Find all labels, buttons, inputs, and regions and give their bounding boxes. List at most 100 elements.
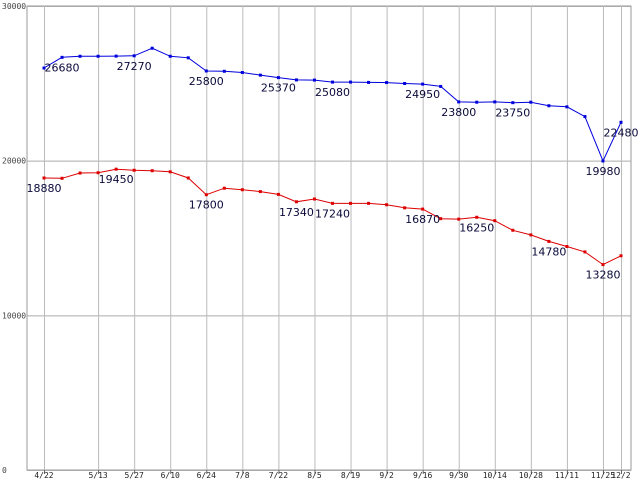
data-label: 25800 (189, 75, 224, 88)
data-point (547, 239, 551, 243)
data-point (367, 201, 371, 205)
data-point (619, 254, 623, 258)
data-point (276, 76, 280, 80)
data-point (42, 66, 46, 70)
data-point (421, 82, 425, 86)
data-point (132, 168, 136, 172)
data-point (204, 193, 208, 197)
data-label: 26680 (45, 61, 80, 74)
data-point (385, 81, 389, 85)
data-label: 17340 (279, 206, 314, 219)
data-point (439, 84, 443, 88)
data-point (457, 100, 461, 104)
data-point (511, 228, 515, 232)
data-point (258, 190, 262, 194)
x-tick-label: 8/5 (307, 471, 322, 480)
data-point (312, 197, 316, 201)
data-label: 17800 (189, 199, 224, 212)
data-point (150, 169, 154, 173)
x-tick-label: 4/22 (34, 471, 53, 480)
data-point (331, 80, 334, 84)
data-point (385, 203, 389, 207)
data-point (529, 233, 533, 237)
data-point (204, 69, 208, 73)
y-tick-label: 0 (2, 466, 7, 475)
data-point (583, 250, 587, 254)
x-tick-label: 8/19 (341, 471, 360, 480)
data-point (565, 105, 569, 109)
data-point (529, 100, 533, 104)
data-point (96, 54, 100, 58)
data-point (367, 80, 371, 84)
data-point (349, 201, 353, 205)
x-tick-label: 6/10 (161, 471, 180, 480)
data-point (294, 78, 298, 82)
data-point (60, 55, 64, 59)
x-tick-label: 11/11 (555, 471, 579, 480)
x-tick-label: 10/14 (483, 471, 507, 480)
x-tick-label: 5/27 (125, 471, 144, 480)
x-tick-label: 9/16 (413, 471, 432, 480)
data-point (168, 54, 172, 58)
data-point (240, 71, 244, 75)
x-tick-label: 7/8 (235, 471, 250, 480)
data-point (403, 81, 407, 85)
chart-series (42, 46, 623, 267)
data-point (475, 215, 479, 219)
data-label: 17240 (315, 207, 350, 220)
data-point (601, 263, 605, 267)
x-tick-label: 9/30 (449, 471, 468, 480)
data-point (240, 188, 244, 192)
x-tick-label: 6/24 (197, 471, 216, 480)
x-tick-label: 7/22 (269, 471, 288, 480)
data-label: 19450 (99, 173, 134, 186)
data-point (42, 176, 46, 180)
x-tick-label: 12/2 (611, 471, 630, 480)
data-point (294, 200, 298, 204)
x-tick-label: 10/28 (519, 471, 543, 480)
data-point (565, 245, 569, 249)
data-label: 23800 (441, 106, 476, 119)
data-point (222, 69, 226, 73)
data-point (114, 54, 118, 58)
data-point (258, 73, 262, 77)
data-point (78, 171, 82, 175)
data-label: 25370 (261, 82, 296, 95)
data-label: 19980 (585, 165, 620, 178)
data-point (403, 206, 407, 210)
chart-axes: 0 10000 20000 30000 4/22 5/13 5/27 6/10 6/24 7/8 7… (2, 2, 631, 480)
data-label: 16870 (405, 213, 440, 226)
x-tick-label: 11/25 (591, 471, 615, 480)
data-point (421, 207, 425, 211)
data-point (583, 115, 587, 119)
y-tick-label: 20000 (2, 157, 26, 166)
data-label: 18880 (27, 182, 62, 195)
data-label: 27270 (117, 60, 152, 73)
data-point (150, 46, 154, 50)
data-point (547, 104, 551, 108)
data-point (601, 159, 605, 163)
data-point (186, 176, 190, 180)
data-point (331, 201, 334, 205)
data-label: 22480 (604, 126, 639, 139)
y-tick-label: 30000 (2, 2, 26, 11)
y-tick-label: 10000 (2, 311, 26, 320)
data-point (312, 78, 316, 82)
data-point (493, 100, 497, 104)
data-point (96, 171, 100, 175)
data-point (439, 217, 443, 221)
data-point (457, 217, 461, 221)
data-point (222, 186, 226, 190)
data-point (114, 167, 118, 171)
data-label: 14780 (531, 245, 566, 258)
data-label: 13280 (585, 269, 620, 282)
data-point (349, 80, 353, 84)
data-point (619, 120, 623, 124)
x-tick-label: 5/13 (88, 471, 107, 480)
data-label: 24950 (405, 88, 440, 101)
data-point (60, 176, 64, 180)
data-point (493, 219, 497, 223)
data-point (168, 170, 172, 174)
data-label: 25080 (315, 86, 350, 99)
